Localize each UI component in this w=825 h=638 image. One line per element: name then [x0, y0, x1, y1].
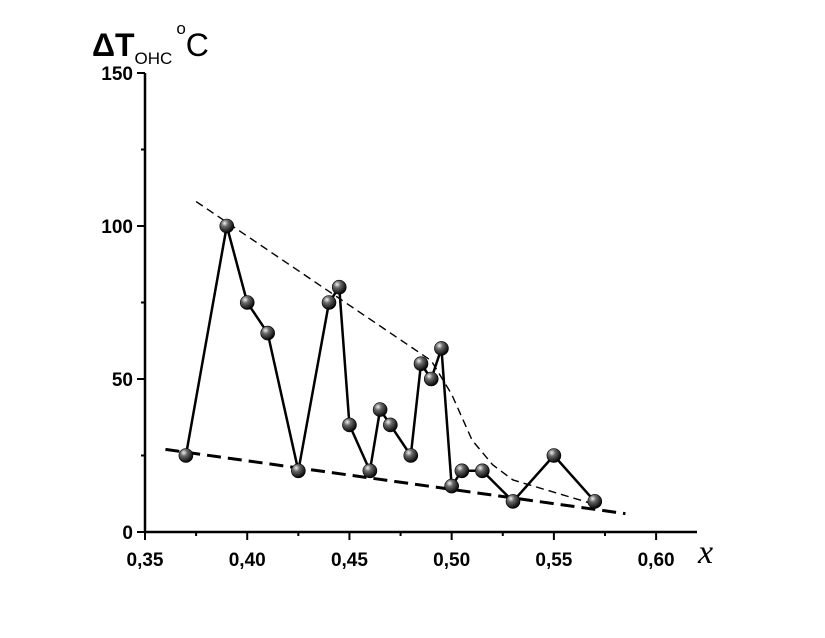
x-tick-label: 0,40	[229, 550, 266, 571]
y-axis-label-superscript: o	[176, 19, 185, 38]
y-tick-label: 100	[101, 217, 133, 238]
y-axis-ticks: 0 50 100 150	[101, 64, 145, 544]
data-point	[260, 325, 275, 341]
data-point	[342, 417, 357, 433]
axes	[143, 73, 697, 534]
x-axis-label: x	[697, 534, 713, 571]
data-point	[434, 341, 449, 356]
y-tick-label: 50	[112, 370, 133, 391]
data-point	[178, 448, 194, 463]
envelope-lines	[165, 200, 626, 516]
data-point	[291, 463, 306, 479]
data-point	[383, 417, 398, 433]
data-point	[423, 371, 439, 387]
data-point	[331, 279, 347, 295]
y-tick-label: 150	[101, 64, 133, 85]
x-tick-label: 0,55	[535, 550, 572, 571]
x-axis-ticks: 0,35 0,40 0,45 0,50 0,55 0,60	[127, 532, 675, 571]
data-point	[372, 402, 388, 417]
data-point	[321, 295, 337, 310]
data-point	[403, 448, 419, 463]
x-tick-label: 0,60	[638, 550, 675, 571]
y-axis-label: ΔTОНСoC	[92, 19, 209, 68]
data-point	[413, 356, 429, 372]
data-point	[362, 463, 378, 479]
data-point	[444, 478, 459, 494]
y-axis-label-unit: C	[186, 27, 209, 63]
data-point	[454, 463, 470, 479]
data-point	[505, 494, 521, 509]
data-point	[475, 463, 490, 479]
x-tick-label: 0,50	[433, 550, 470, 571]
x-tick-label: 0,45	[331, 550, 368, 571]
upper-envelope-line	[195, 200, 595, 506]
data-point	[239, 295, 255, 310]
data-markers	[178, 218, 603, 509]
y-axis-label-subscript: ОНС	[135, 49, 173, 68]
data-point	[219, 218, 235, 234]
data-series-line	[184, 224, 596, 503]
data-point	[546, 448, 562, 463]
y-axis-label-main: ΔT	[92, 27, 135, 63]
y-tick-label: 0	[122, 523, 133, 544]
data-point	[587, 494, 603, 509]
series-polyline	[184, 224, 596, 503]
lower-envelope-line	[165, 447, 626, 516]
x-tick-label: 0,35	[127, 550, 164, 571]
